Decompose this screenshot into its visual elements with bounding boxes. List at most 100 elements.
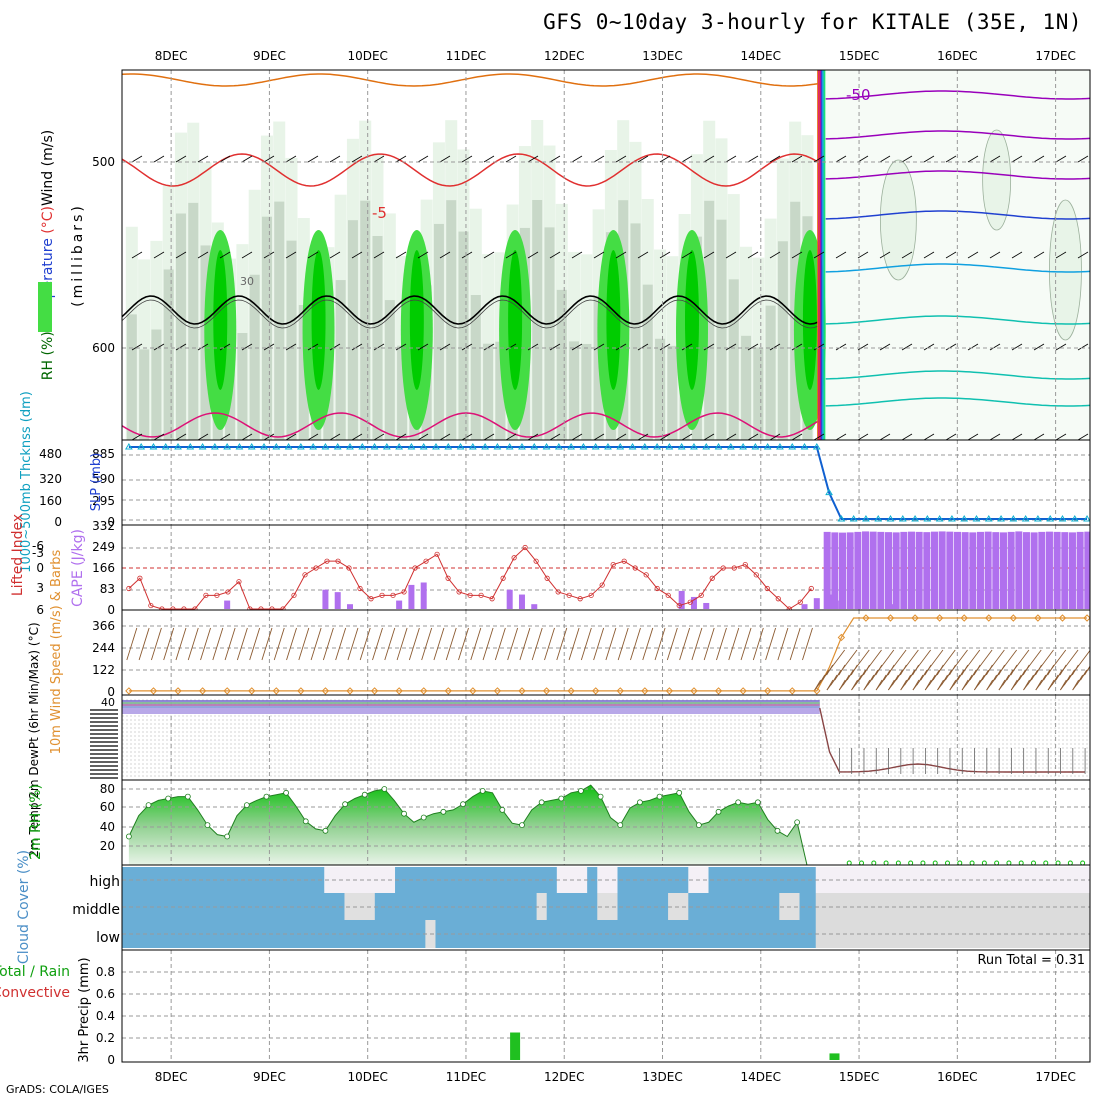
wind-barb bbox=[1055, 343, 1067, 351]
rh-shading bbox=[274, 201, 285, 440]
rh-marker bbox=[263, 793, 270, 800]
slp-marker bbox=[812, 443, 821, 450]
wind-barb bbox=[659, 433, 671, 440]
wind-barb bbox=[813, 155, 825, 163]
wind-barb-flag bbox=[1031, 669, 1038, 681]
rh-shading bbox=[704, 200, 715, 440]
rh-marker bbox=[969, 860, 975, 865]
rh-shading bbox=[716, 219, 727, 440]
wind-barb bbox=[200, 627, 211, 661]
wind-speed-marker bbox=[641, 687, 649, 695]
run-total-label: Run Total = 0.31 bbox=[977, 953, 1085, 968]
cape-tick-label: 0 bbox=[107, 603, 115, 617]
slp-marker bbox=[554, 443, 563, 450]
rh-shading bbox=[433, 223, 444, 440]
cloud-cell bbox=[759, 867, 770, 893]
wind-barb bbox=[857, 343, 869, 351]
li-marker bbox=[126, 585, 132, 592]
slp-marker bbox=[788, 443, 797, 450]
cloud-cell bbox=[354, 867, 366, 893]
slp-marker bbox=[247, 443, 256, 450]
wind-barb-flag bbox=[1043, 669, 1051, 681]
li-marker bbox=[313, 565, 319, 571]
wind-barb bbox=[153, 155, 165, 163]
y-tick-label: 500 bbox=[92, 155, 115, 169]
wind-barb bbox=[212, 627, 224, 661]
wind-barb bbox=[482, 627, 494, 661]
wind-barb bbox=[835, 343, 847, 351]
wind-speed-marker bbox=[370, 687, 379, 695]
wind-barb bbox=[728, 627, 740, 661]
cape-bar bbox=[923, 532, 931, 609]
cape-bar bbox=[984, 531, 992, 609]
rh-marker bbox=[846, 860, 852, 865]
cloud-cell bbox=[738, 867, 750, 893]
slp-marker bbox=[407, 443, 416, 450]
li-marker bbox=[522, 544, 528, 551]
wind-barb-flag bbox=[965, 674, 973, 686]
top-date-label: 10DEC bbox=[347, 49, 387, 63]
cloud-cell bbox=[415, 893, 426, 920]
wind-barb-flag bbox=[1060, 679, 1067, 691]
wind-barb bbox=[747, 251, 759, 259]
slp-marker bbox=[137, 443, 146, 450]
slp-marker bbox=[911, 515, 919, 522]
thickness-tick-label: 320 bbox=[39, 472, 62, 486]
slp-marker bbox=[124, 443, 133, 450]
wind-barb bbox=[989, 433, 1001, 440]
wind-barb bbox=[273, 627, 285, 661]
cape-bar bbox=[408, 584, 415, 609]
rh-shading bbox=[360, 200, 371, 440]
slp-marker bbox=[640, 443, 649, 450]
li-marker bbox=[181, 606, 187, 610]
slp-marker bbox=[825, 488, 833, 496]
wind-barb bbox=[1033, 343, 1045, 351]
slp-marker bbox=[849, 515, 858, 522]
rh-shading bbox=[446, 200, 457, 440]
cloud-cell bbox=[213, 893, 224, 920]
chart-title: GFS 0~10day 3-hourly for KITALE (35E, 1N… bbox=[543, 10, 1082, 34]
wind-barb-flag bbox=[867, 674, 875, 686]
wind-barb bbox=[197, 155, 209, 163]
wind-barb bbox=[681, 155, 693, 163]
wind-barb bbox=[527, 251, 539, 259]
wind-speed-marker bbox=[763, 687, 772, 695]
rh-marker bbox=[322, 827, 329, 834]
rh-marker bbox=[695, 822, 702, 828]
top-date-label: 12DEC bbox=[544, 49, 584, 63]
wind-barb bbox=[725, 343, 737, 351]
li-marker bbox=[159, 606, 165, 610]
wind-barb bbox=[408, 627, 420, 661]
rh-shading bbox=[741, 335, 752, 440]
wind-barb bbox=[549, 155, 561, 163]
wind-barb bbox=[527, 343, 539, 351]
wind-tick-label: 366 bbox=[92, 619, 115, 633]
wind-barb bbox=[224, 627, 236, 661]
wind-ylabel: 10m Wind Speed (m/s) & Barbs bbox=[49, 549, 64, 754]
wind-barb-flag bbox=[830, 674, 838, 686]
slp-marker bbox=[505, 443, 514, 450]
cloud-cell bbox=[142, 893, 153, 920]
bottom-date-label: 9DEC bbox=[253, 1070, 286, 1084]
wind-barb bbox=[197, 433, 209, 440]
wind-barb bbox=[802, 627, 813, 661]
wind-barb-flag bbox=[904, 674, 911, 686]
rh-shading bbox=[347, 220, 358, 440]
wind-speed-marker bbox=[395, 687, 403, 695]
wind-barb-flag bbox=[1055, 669, 1063, 681]
li-marker bbox=[379, 592, 385, 598]
bottom-date-label: 8DEC bbox=[155, 1070, 188, 1084]
wind-barb bbox=[989, 343, 1001, 351]
li-marker bbox=[731, 565, 737, 571]
slp-marker bbox=[1009, 515, 1018, 522]
cloud-cell bbox=[779, 867, 790, 893]
cloud-cell bbox=[233, 893, 244, 920]
rh-marker bbox=[945, 860, 951, 865]
rh-shading bbox=[879, 159, 917, 281]
rh-bright-core bbox=[606, 250, 621, 390]
wind-barb bbox=[461, 251, 473, 259]
wind-barb-flag bbox=[949, 679, 957, 691]
wind-barb bbox=[789, 627, 801, 661]
li-tick-label: 0 bbox=[36, 561, 44, 575]
wind-barb-flag bbox=[1010, 679, 1018, 691]
